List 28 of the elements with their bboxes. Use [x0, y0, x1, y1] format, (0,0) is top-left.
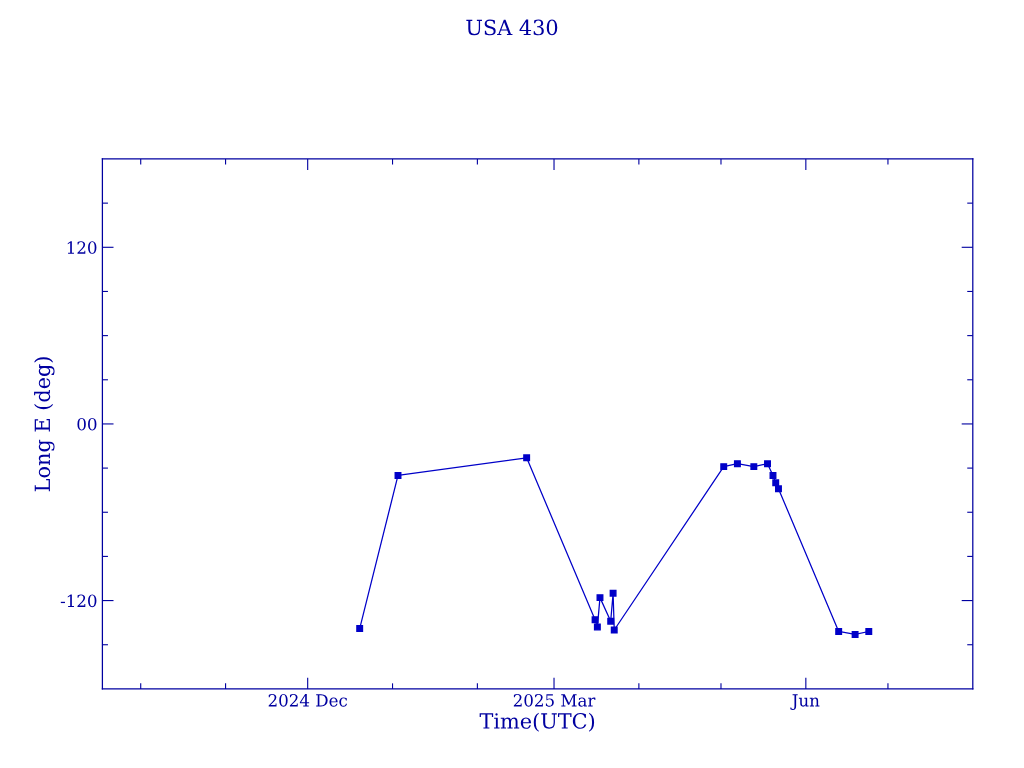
x-axis-title: Time(UTC) [479, 712, 595, 732]
x-tick-label: 2025 Mar [513, 694, 596, 707]
y-tick-label: 120 [67, 241, 97, 254]
x-tick-label: 2024 Dec [268, 694, 348, 707]
x-tick-label: Jun [790, 694, 820, 710]
point [596, 594, 604, 602]
point [591, 616, 599, 624]
point [851, 630, 859, 638]
chart-title: USA 430 [466, 19, 558, 36]
point [750, 463, 758, 471]
y-tick-label: 00 [77, 417, 97, 431]
point [733, 460, 741, 468]
point [610, 626, 618, 634]
point [609, 589, 617, 597]
point [772, 479, 780, 487]
point [835, 628, 843, 635]
point [720, 463, 728, 471]
y-tick-label: -120 [60, 594, 97, 608]
y-axis-title: Long E (deg) [34, 357, 55, 492]
point [769, 471, 777, 479]
point [356, 625, 364, 633]
point [865, 628, 873, 635]
point [764, 460, 771, 468]
point [523, 454, 531, 462]
point [593, 623, 601, 631]
point [774, 485, 782, 493]
point [607, 617, 615, 625]
point [394, 471, 402, 479]
